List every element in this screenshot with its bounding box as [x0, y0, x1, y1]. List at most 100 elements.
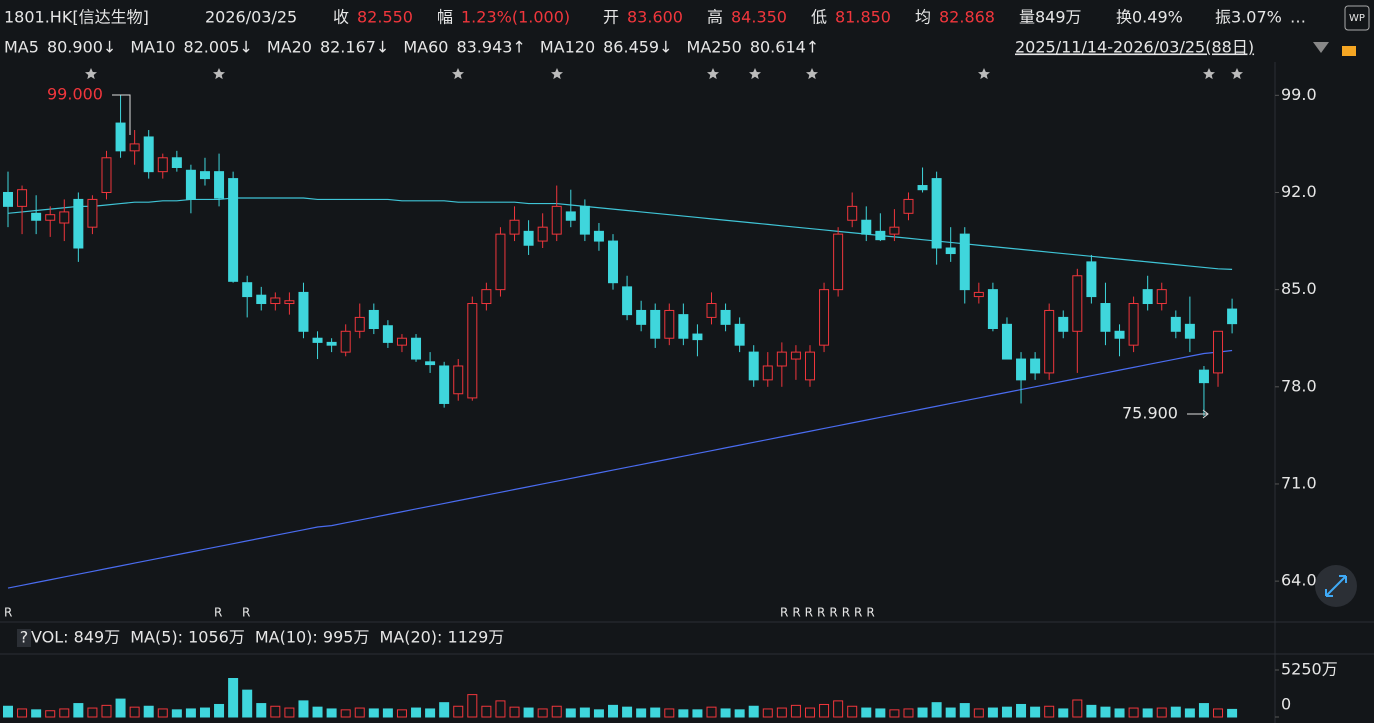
stat: 振3.07% [1215, 8, 1282, 27]
volume-bar [678, 709, 689, 718]
lock-icon[interactable] [1342, 46, 1356, 56]
volume-bar [748, 705, 759, 718]
field-label: 收 [333, 8, 349, 27]
legend-name: MA250 [687, 38, 742, 57]
candle-body [1184, 323, 1195, 339]
volume-bar [467, 694, 478, 718]
candle-body [537, 226, 548, 242]
r-marker: R [242, 606, 250, 620]
candle-body [833, 233, 844, 291]
volume-bar [706, 706, 717, 718]
volume-bar [3, 705, 13, 718]
y-tick-label: 71.0 [1281, 473, 1317, 492]
stat: 量849万 [1019, 8, 1082, 27]
volume-bar [1213, 708, 1224, 718]
date-range[interactable]: 2025/11/14-2026/03/25(88日) [1015, 38, 1254, 57]
vol-tick-label: 0 [1281, 695, 1291, 714]
r-marker: RRRRRRRR [780, 606, 879, 620]
legend-name: MA60 [403, 38, 448, 57]
volume-bar [1072, 699, 1083, 718]
candle-body [1086, 261, 1097, 298]
candle-body [973, 291, 984, 298]
candle-body [790, 351, 801, 360]
vol-legend: VOL: 849万 [31, 628, 120, 647]
candle-body [298, 291, 309, 332]
volume-bar [228, 678, 239, 718]
volume-bar [819, 703, 830, 718]
volume-bar [1198, 703, 1209, 718]
vol-tick-label: 5250万 [1281, 660, 1338, 679]
volume-bar [326, 708, 337, 718]
candle-body [270, 297, 281, 305]
field-label: 高 [707, 8, 723, 27]
candle-body [987, 289, 998, 330]
volume-bar [31, 709, 42, 718]
volume-bar [622, 706, 633, 718]
legend-value: 80.614↑ [750, 38, 819, 57]
candle-body [804, 351, 815, 381]
stock-code: 1801.HK[信达生物] [4, 8, 149, 27]
volume-bar [931, 702, 942, 718]
candle-body [1001, 323, 1012, 360]
volume-bar [1044, 705, 1055, 718]
volume-bar [270, 705, 281, 718]
more-icon[interactable]: … [1290, 8, 1306, 27]
candle-body [31, 212, 42, 221]
field-label: 开 [603, 8, 619, 27]
star [707, 68, 719, 80]
field-value: 84.350 [731, 8, 787, 27]
candle-body [228, 178, 239, 282]
y-tick-label: 99.0 [1281, 85, 1317, 104]
legend-value: 82.005↓ [183, 38, 252, 57]
candle-body [509, 219, 520, 235]
stat: 换0.49% [1116, 8, 1183, 27]
field-label: 均 [915, 8, 931, 27]
candle-body [917, 185, 928, 191]
legend-value: 82.167↓ [320, 38, 389, 57]
volume-bar [256, 703, 267, 718]
star [806, 68, 818, 80]
volume-bar [129, 706, 140, 718]
candle-body [959, 233, 970, 291]
dropdown-icon[interactable] [1313, 42, 1329, 53]
candle-body [565, 211, 576, 221]
volume-bar [987, 707, 998, 718]
volume-bar [171, 709, 182, 718]
candle-body [903, 198, 914, 214]
candle-body [439, 365, 450, 404]
help-box[interactable] [17, 629, 31, 647]
candle-body [382, 325, 393, 343]
candle-body [678, 314, 689, 339]
candle-body [242, 282, 253, 298]
volume-bar [199, 707, 210, 718]
candle-body [847, 205, 858, 221]
candle-body [720, 309, 731, 325]
volume-bar [889, 709, 900, 718]
candle-body [734, 323, 745, 346]
candle-body [1058, 316, 1069, 332]
r-marker: R [4, 606, 12, 620]
wp-button[interactable] [1344, 5, 1370, 31]
candle-body [1128, 303, 1139, 346]
candle-body [622, 286, 633, 316]
volume-bar [720, 708, 731, 718]
volume-bar [396, 709, 407, 718]
volume-bar [115, 698, 126, 718]
volume-bar [1128, 707, 1139, 718]
legend-name: MA5 [4, 38, 39, 57]
r-marker: R [214, 606, 222, 620]
candle-body [664, 309, 675, 339]
candle-body [101, 157, 112, 193]
volume-bar [551, 705, 562, 718]
candle-body [425, 361, 436, 366]
candle-body [467, 303, 478, 399]
candle-body [1227, 308, 1238, 325]
volume-bar [790, 704, 801, 718]
volume-bar [284, 707, 295, 718]
candle-body [706, 303, 717, 318]
candle-body [945, 247, 956, 255]
volume-bar [1001, 706, 1012, 718]
candle-body [889, 226, 900, 235]
volume-bar [1016, 703, 1027, 718]
volume-bar [579, 707, 590, 718]
